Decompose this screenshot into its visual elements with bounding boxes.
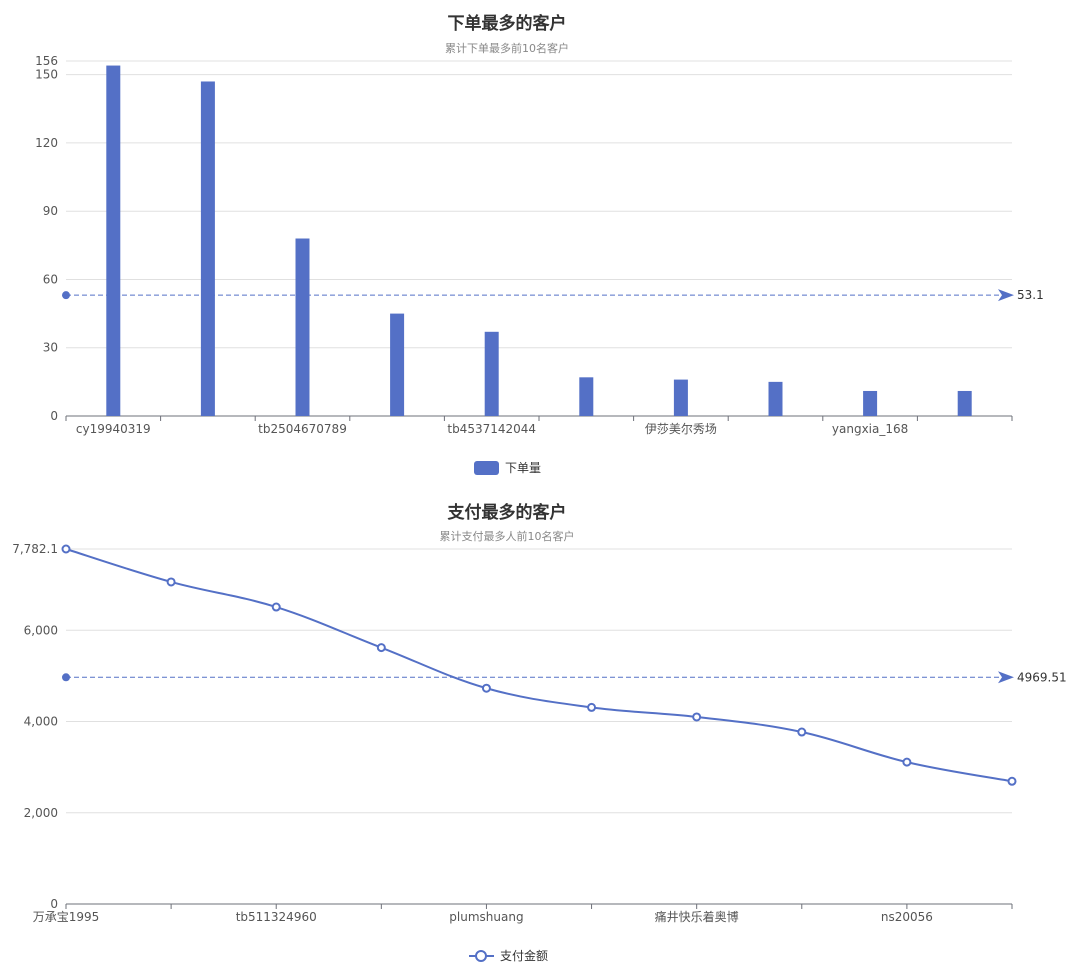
payments-line-chart: 支付最多的客户 累计支付最多人前10名客户 0 2,000 4,000 6,000 7,…: [12, 502, 1067, 963]
chart1-average-arrow: [998, 289, 1014, 302]
chart2-average-label: 4969.51: [1017, 670, 1067, 684]
chart2-legend[interactable]: 支付金额: [469, 948, 548, 963]
chart1-title: 下单最多的客户: [448, 13, 567, 34]
chart2-x-tick-label: plumshuang: [449, 910, 523, 924]
chart1-bar[interactable]: [390, 313, 405, 416]
chart2-data-point[interactable]: [271, 602, 281, 612]
chart2-title: 支付最多的客户: [448, 502, 567, 523]
chart2-average-start-marker: [62, 673, 70, 682]
chart1-legend-swatch: [474, 461, 499, 475]
chart2-x-tick-label: ns20056: [881, 910, 933, 924]
chart2-y-tick-label: 4,000: [24, 715, 58, 729]
chart2-y-tick-label: 2,000: [24, 806, 58, 820]
chart1-x-tick-label: cy19940319: [76, 422, 151, 436]
chart1-y-tick-label: 30: [43, 341, 58, 355]
chart1-x-tick-label: tb4537142044: [447, 422, 536, 436]
chart1-bar[interactable]: [484, 331, 499, 416]
chart2-data-point[interactable]: [797, 727, 807, 737]
chart1-bar[interactable]: [200, 81, 215, 416]
chart2-data-point[interactable]: [587, 702, 597, 712]
chart2-legend-marker: [475, 950, 487, 962]
chart1-average-label: 53.1: [1017, 288, 1044, 302]
chart1-average-start-marker: [62, 291, 70, 300]
chart1-bar[interactable]: [579, 377, 594, 416]
chart1-x-tick-label: tb2504670789: [258, 422, 347, 436]
chart2-subtitle: 累计支付最多人前10名客户: [440, 529, 575, 543]
chart2-y-tick-label: 0: [50, 897, 58, 911]
chart2-y-tick-label: 6,000: [24, 623, 58, 637]
chart2-data-point[interactable]: [1007, 776, 1017, 786]
chart1-bar[interactable]: [957, 390, 972, 416]
chart1-legend[interactable]: 下单量: [474, 461, 541, 475]
chart1-y-tick-label: 90: [43, 204, 58, 218]
chart1-y-tick-label: 120: [35, 136, 58, 150]
chart2-y-tick-label: 7,782.1: [12, 542, 58, 556]
chart2-data-point[interactable]: [376, 643, 386, 653]
chart2-data-point[interactable]: [61, 544, 71, 554]
chart2-legend-label: 支付金额: [500, 948, 548, 963]
chart2-average-arrow: [998, 671, 1014, 684]
chart1-bar[interactable]: [295, 238, 310, 417]
chart2-data-point[interactable]: [902, 757, 912, 767]
chart1-x-tick-label: yangxia_168: [832, 422, 908, 436]
chart1-bar[interactable]: [768, 381, 783, 416]
chart2-series-line: [65, 548, 1013, 783]
chart2-data-point[interactable]: [692, 712, 702, 722]
chart1-y-tick-label: 150: [35, 68, 58, 82]
chart1-x-tick-label: 伊莎美尔秀场: [645, 421, 717, 436]
chart1-subtitle: 累计下单最多前10名客户: [445, 41, 569, 55]
chart2-x-tick-label: 痛井快乐着奥博: [655, 909, 739, 924]
chart1-y-tick-label: 156: [35, 54, 58, 68]
chart1-legend-label: 下单量: [505, 461, 541, 475]
chart2-data-point[interactable]: [481, 683, 491, 693]
chart1-y-tick-label: 0: [50, 409, 58, 423]
chart1-bar[interactable]: [673, 379, 688, 416]
chart1-y-tick-label: 60: [43, 272, 58, 286]
chart2-x-tick-label: 万承宝1995: [33, 910, 100, 924]
chart1-bar[interactable]: [863, 390, 878, 416]
chart2-x-tick-label: tb511324960: [236, 910, 317, 924]
chart2-data-point[interactable]: [166, 577, 176, 587]
chart1-bar[interactable]: [106, 65, 121, 417]
